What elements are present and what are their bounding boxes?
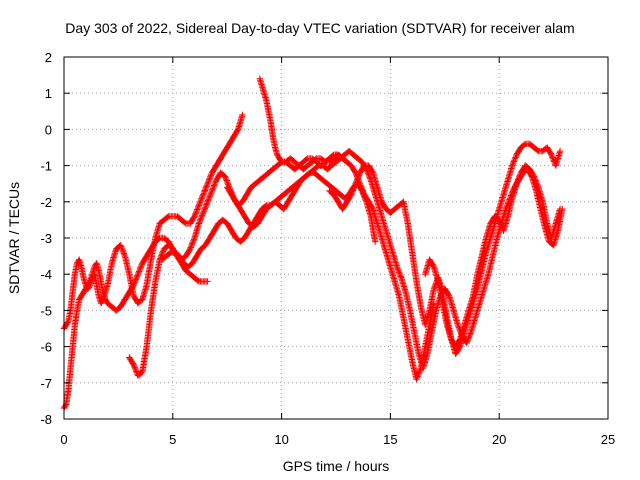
- y-tick-label: -5: [40, 303, 52, 318]
- series-markers: [60, 234, 211, 412]
- data-points: [60, 75, 566, 412]
- axis-ticks: 0 5 10 15 20 25 -8 -7 -6 -5 -4 -3 -2 -1 0 1 2: [40, 50, 615, 447]
- chart-title: Day 303 of 2022, Sidereal Day-to-day VTE…: [65, 20, 574, 36]
- series-markers: [126, 151, 351, 379]
- series-1: [60, 234, 211, 412]
- series-6: [256, 75, 438, 383]
- y-tick-label: -3: [40, 231, 52, 246]
- x-tick-label: 20: [492, 432, 506, 447]
- series-markers: [256, 75, 438, 383]
- y-tick-label: 1: [45, 86, 52, 101]
- x-axis-label: GPS time / hours: [283, 458, 390, 474]
- y-tick-label: -8: [40, 412, 52, 427]
- y-tick-label: 0: [45, 122, 52, 137]
- y-axis-label: SDTVAR / TECUs: [6, 182, 22, 294]
- x-tick-label: 10: [274, 432, 288, 447]
- x-tick-label: 0: [60, 432, 67, 447]
- y-tick-label: -6: [40, 340, 52, 355]
- y-tick-label: -1: [40, 159, 52, 174]
- series-3: [126, 151, 351, 379]
- x-tick-label: 15: [383, 432, 397, 447]
- x-tick-label: 5: [169, 432, 176, 447]
- y-tick-label: 2: [45, 50, 52, 65]
- series-9: [422, 162, 564, 350]
- y-tick-label: -2: [40, 195, 52, 210]
- series-markers: [422, 162, 564, 350]
- x-tick-label: 25: [601, 432, 615, 447]
- y-tick-label: -7: [40, 376, 52, 391]
- y-tick-label: -4: [40, 267, 52, 282]
